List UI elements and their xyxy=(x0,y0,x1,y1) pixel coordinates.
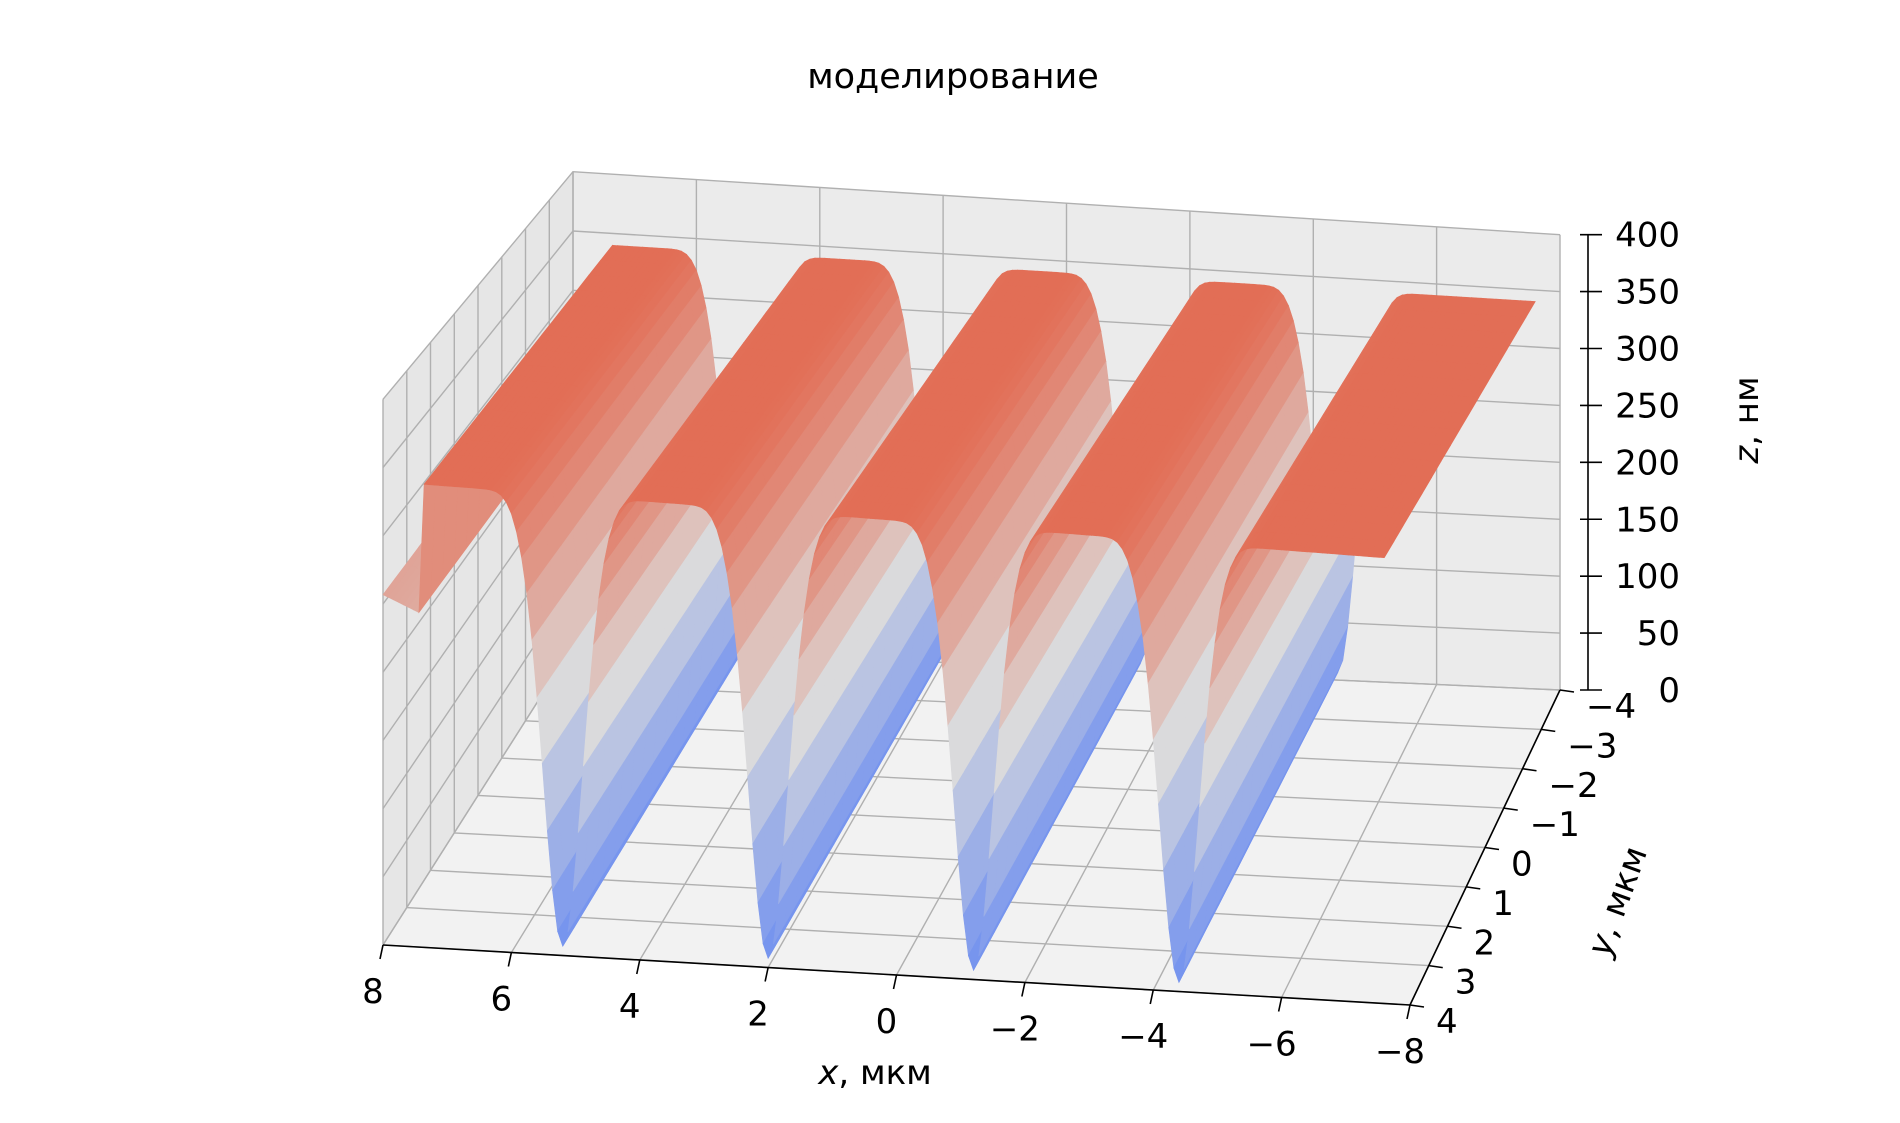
grid-line-z xyxy=(382,170,1561,400)
y-tick-label: 4 xyxy=(1436,1002,1458,1042)
x-tick-label: 6 xyxy=(491,980,513,1020)
x-tick-mark xyxy=(1149,989,1155,1005)
z-axis-label: z, нм xyxy=(1727,376,1767,464)
x-tick-mark xyxy=(1406,1004,1411,1020)
x-tick-label: 4 xyxy=(619,987,641,1027)
x-axis-label-unit: , мкм xyxy=(838,1053,931,1093)
x-tick-mark xyxy=(507,952,513,967)
x-tick-mark xyxy=(1277,997,1283,1012)
axis-lines xyxy=(379,233,1602,1020)
x-tick-mark xyxy=(764,967,769,982)
y-tick-mark xyxy=(1466,886,1481,890)
y-tick-mark xyxy=(1559,689,1575,693)
x-tick-mark xyxy=(1021,982,1026,997)
y-tick-label: 3 xyxy=(1455,963,1477,1003)
y-tick-mark xyxy=(1522,767,1537,772)
y-tick-label: 1 xyxy=(1492,884,1514,924)
z-tick-label: 300 xyxy=(1615,330,1680,370)
y-axis-label-unit: , мкм xyxy=(1586,841,1656,942)
x-tick-mark xyxy=(892,974,898,990)
z-tick-label: 200 xyxy=(1615,443,1680,483)
y-tick-label: −4 xyxy=(1586,687,1636,727)
x-tick-mark xyxy=(379,944,384,960)
z-tick-label: 400 xyxy=(1615,216,1680,256)
y-tick-label: 2 xyxy=(1474,923,1496,963)
z-tick-label: 150 xyxy=(1615,500,1680,540)
x-tick-label: 2 xyxy=(747,995,769,1035)
y-tick-mark xyxy=(1503,807,1518,811)
x-tick-label: 8 xyxy=(362,972,384,1012)
surface-plot xyxy=(382,244,1536,984)
y-tick-label: −1 xyxy=(1530,805,1580,845)
y-tick-mark xyxy=(1409,1004,1425,1008)
y-tick-label: −2 xyxy=(1549,766,1599,806)
z-tick-label: 50 xyxy=(1637,614,1680,654)
chart-title: моделирование xyxy=(807,57,1099,97)
y-tick-mark xyxy=(1428,964,1443,969)
x-tick-mark xyxy=(635,959,641,975)
surface-patch xyxy=(1378,540,1395,559)
z-axis-label-var: z xyxy=(1727,445,1767,465)
grid-line-z xyxy=(382,230,1561,468)
y-tick-mark xyxy=(1484,846,1500,851)
y-tick-label: 0 xyxy=(1511,845,1533,885)
z-tick-label: 0 xyxy=(1658,671,1680,711)
x-tick-label: −4 xyxy=(1118,1017,1168,1057)
z-tick-label: 250 xyxy=(1615,386,1680,426)
y-axis-label: y, мкм xyxy=(1579,841,1656,962)
y-tick-label: −3 xyxy=(1567,726,1617,766)
x-axis-label-var: x xyxy=(817,1053,839,1093)
z-tick-label: 100 xyxy=(1615,557,1680,597)
x-tick-label: 0 xyxy=(876,1002,898,1042)
y-tick-mark xyxy=(1541,728,1556,733)
x-axis-label: x, мкм xyxy=(817,1053,932,1093)
x-tick-label: −6 xyxy=(1247,1025,1297,1065)
z-tick-label: 350 xyxy=(1615,273,1680,313)
tick-labels: 8 6 4 2 0 −2 −4 −6 −8−4−3−2−10123405010015020025… xyxy=(362,216,1680,1072)
x-tick-label: −8 xyxy=(1375,1032,1425,1072)
y-tick-mark xyxy=(1447,925,1462,930)
x-tick-label: −2 xyxy=(990,1010,1040,1050)
z-axis-label-unit: , нм xyxy=(1727,376,1767,446)
